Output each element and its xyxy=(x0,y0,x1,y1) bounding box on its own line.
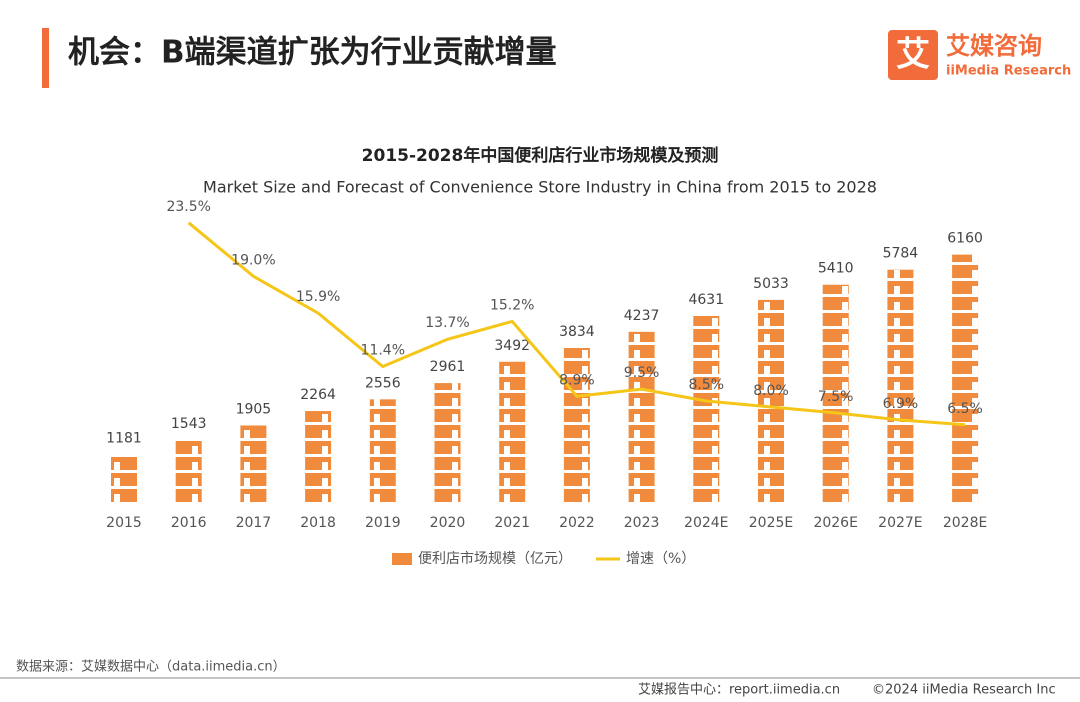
logo-name: 艾媒咨询 xyxy=(946,32,1042,60)
bar-label: 5784 xyxy=(883,246,919,262)
legend-label: 增速（%） xyxy=(626,551,695,567)
bar xyxy=(305,411,332,502)
bar-label: 1543 xyxy=(171,416,207,432)
line-label: 8.0% xyxy=(753,383,789,399)
line-label: 8.5% xyxy=(689,377,725,393)
bar-label: 3834 xyxy=(559,324,595,340)
x-tick-label: 2017 xyxy=(236,515,272,531)
line-label: 23.5% xyxy=(166,199,210,215)
bar-label: 1181 xyxy=(106,431,142,447)
line-label: 15.2% xyxy=(490,297,534,313)
bar xyxy=(952,254,979,502)
bar xyxy=(628,331,655,502)
x-tick-label: 2019 xyxy=(365,515,401,531)
bar-label: 2264 xyxy=(300,387,336,403)
bar xyxy=(499,361,526,502)
x-tick-label: 2022 xyxy=(559,515,595,531)
page-title: 机会：B端渠道扩张为行业贡献增量 xyxy=(68,35,557,71)
bar-label: 2961 xyxy=(430,359,466,375)
bar xyxy=(693,316,720,502)
bar xyxy=(111,454,137,502)
bar xyxy=(175,440,202,502)
line-label: 13.7% xyxy=(425,315,469,331)
bar xyxy=(758,299,784,502)
logo-mark: 艾 xyxy=(896,35,930,75)
bar-label: 2556 xyxy=(365,375,401,391)
x-tick-label: 2025E xyxy=(749,515,793,531)
bar-label: 4631 xyxy=(688,292,724,308)
report-link: 艾媒报告中心：report.iimedia.cn xyxy=(638,683,840,698)
line-label: 8.9% xyxy=(559,372,595,388)
x-tick-label: 2026E xyxy=(813,515,857,531)
x-tick-label: 2021 xyxy=(494,515,530,531)
x-tick-label: 2023 xyxy=(624,515,660,531)
line-label: 6.9% xyxy=(883,396,919,412)
bar-label: 5410 xyxy=(818,261,854,277)
legend-swatch xyxy=(392,553,412,565)
x-tick-label: 2015 xyxy=(106,515,142,531)
x-tick-label: 2028E xyxy=(943,515,987,531)
bar xyxy=(369,399,396,502)
bar xyxy=(822,284,849,502)
bar-label: 3492 xyxy=(494,338,530,354)
logo-mark-bg xyxy=(888,30,938,80)
bar-label: 1905 xyxy=(236,401,272,417)
x-tick-label: 2024E xyxy=(684,515,728,531)
x-tick-label: 2027E xyxy=(878,515,922,531)
bar-label: 5033 xyxy=(753,276,789,292)
growth-line xyxy=(187,221,966,427)
line-label: 19.0% xyxy=(231,252,275,268)
x-tick-label: 2020 xyxy=(430,515,466,531)
x-tick-label: 2016 xyxy=(171,515,207,531)
bar xyxy=(563,348,590,502)
bar xyxy=(434,383,461,502)
line-label: 6.5% xyxy=(947,401,983,417)
copyright: ©2024 iiMedia Research Inc xyxy=(872,683,1056,698)
line-label: 15.9% xyxy=(296,289,340,305)
bar-label: 4237 xyxy=(624,308,660,324)
line-label: 11.4% xyxy=(361,343,405,359)
bar-label: 6160 xyxy=(947,231,983,247)
line-label: 9.5% xyxy=(624,365,660,381)
legend-label: 便利店市场规模（亿元） xyxy=(418,550,572,567)
chart-title: 2015-2028年中国便利店行业市场规模及预测 xyxy=(362,145,719,166)
x-tick-label: 2018 xyxy=(300,515,336,531)
chart-subtitle: Market Size and Forecast of Convenience … xyxy=(203,178,877,197)
bar xyxy=(240,425,267,502)
line-label: 7.5% xyxy=(818,389,854,405)
source: 数据来源：艾媒数据中心（data.iimedia.cn） xyxy=(16,660,286,675)
title-accent xyxy=(42,28,49,88)
bar xyxy=(887,269,914,502)
logo-sub: iiMedia Research xyxy=(946,64,1071,79)
